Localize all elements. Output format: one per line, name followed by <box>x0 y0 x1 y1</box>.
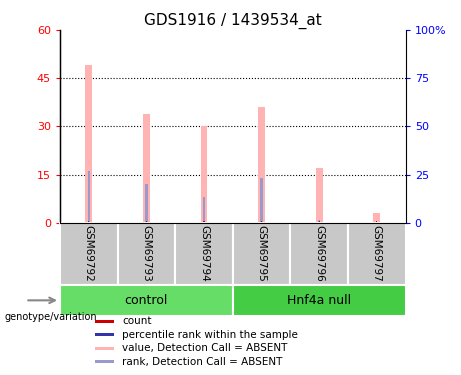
Bar <box>373 213 380 223</box>
Bar <box>233 285 406 316</box>
Text: control: control <box>124 294 168 307</box>
Bar <box>175 223 233 285</box>
Bar <box>60 285 233 316</box>
Text: GSM69792: GSM69792 <box>84 225 94 282</box>
Bar <box>145 184 148 223</box>
Title: GDS1916 / 1439534_at: GDS1916 / 1439534_at <box>144 12 322 28</box>
Text: GSM69794: GSM69794 <box>199 225 209 282</box>
Text: rank, Detection Call = ABSENT: rank, Detection Call = ABSENT <box>122 357 283 367</box>
Bar <box>319 221 320 223</box>
Bar <box>85 65 92 223</box>
Text: GSM69795: GSM69795 <box>257 225 266 282</box>
Text: GSM69796: GSM69796 <box>314 225 324 282</box>
Bar <box>260 178 263 223</box>
Bar <box>146 221 147 223</box>
Bar <box>316 168 323 223</box>
Bar <box>376 221 378 223</box>
Bar <box>201 126 207 223</box>
Bar <box>95 333 113 336</box>
Text: value, Detection Call = ABSENT: value, Detection Call = ABSENT <box>122 343 288 353</box>
Text: GSM69797: GSM69797 <box>372 225 382 282</box>
Bar <box>233 223 290 285</box>
Bar <box>118 223 175 285</box>
Bar <box>290 223 348 285</box>
Text: GSM69793: GSM69793 <box>142 225 151 282</box>
Text: genotype/variation: genotype/variation <box>5 312 97 322</box>
Bar <box>95 347 113 350</box>
Bar <box>143 114 150 223</box>
Bar <box>203 197 205 223</box>
Bar <box>348 223 406 285</box>
Bar <box>60 223 118 285</box>
Bar <box>318 220 320 223</box>
Bar <box>258 107 265 223</box>
Text: Hnf4a null: Hnf4a null <box>287 294 351 307</box>
Bar <box>203 221 205 223</box>
Bar <box>261 221 262 223</box>
Bar <box>95 360 113 363</box>
Text: count: count <box>122 316 152 326</box>
Bar <box>88 221 89 223</box>
Text: percentile rank within the sample: percentile rank within the sample <box>122 330 298 340</box>
Bar <box>88 171 90 223</box>
Bar <box>95 320 113 323</box>
